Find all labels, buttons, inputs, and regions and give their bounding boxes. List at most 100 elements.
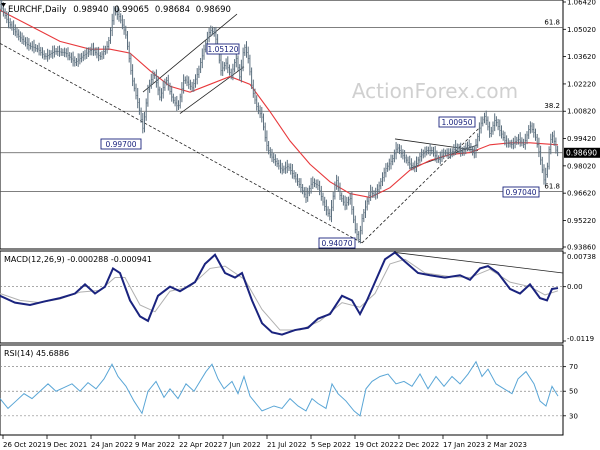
rsi-levels xyxy=(0,366,563,417)
price-bar xyxy=(261,106,263,123)
price-bar xyxy=(111,13,113,37)
price-bar xyxy=(419,152,421,164)
price-bar xyxy=(391,154,394,166)
price-bar xyxy=(521,137,523,147)
price-bar xyxy=(476,133,479,148)
price-bar xyxy=(376,184,379,199)
price-bar xyxy=(344,195,346,211)
price-bar xyxy=(529,121,532,134)
price-bar xyxy=(194,74,197,88)
price-bar xyxy=(301,184,304,195)
price-bar xyxy=(92,42,95,56)
price-bar xyxy=(99,52,102,60)
price-bar xyxy=(97,46,100,62)
last-price-tag: 0.98690 xyxy=(564,147,600,158)
price-bar xyxy=(157,76,159,96)
price-bar xyxy=(534,128,537,141)
price-bar xyxy=(84,49,86,60)
price-bar xyxy=(291,164,294,179)
price-watermark: ActionForex.com xyxy=(352,79,518,103)
price-bar xyxy=(34,44,37,52)
price-bar xyxy=(68,52,71,61)
price-bar xyxy=(369,184,372,201)
price-axis: 1.06420 1.05020 1.03620 1.02220 1.00820 0.994… xyxy=(563,0,600,252)
macd-lines xyxy=(0,251,564,336)
price-bar xyxy=(9,18,11,29)
price-bar xyxy=(159,86,161,101)
price-moving-average xyxy=(0,9,559,199)
price-bar xyxy=(380,178,382,190)
price-bar xyxy=(130,53,132,75)
price-bar xyxy=(230,68,232,80)
price-bar xyxy=(203,44,205,60)
price-bar xyxy=(298,178,300,188)
price-bar xyxy=(505,135,508,148)
x-axis-label: 19 Oct 2022 xyxy=(355,441,398,449)
price-bar xyxy=(334,181,336,200)
price-bar xyxy=(300,178,302,193)
price-bar xyxy=(543,164,545,185)
price-bar xyxy=(527,125,530,139)
price-bar xyxy=(492,121,494,135)
macd-title: MACD(12,26,9) -0.000288 -0.000941 xyxy=(4,255,152,264)
price-bar xyxy=(262,113,265,131)
price-bar xyxy=(551,131,554,144)
price-bar xyxy=(397,143,399,153)
svg-text:1.05120: 1.05120 xyxy=(207,45,238,54)
price-bar xyxy=(271,148,273,163)
price-bar xyxy=(432,146,435,157)
price-bar xyxy=(335,174,338,190)
price-bar xyxy=(82,51,85,62)
price-bar xyxy=(101,50,103,60)
price-bar xyxy=(50,50,52,58)
price-annotations: 1.05120 0.99700 0.94070 1.00950 0.97040 xyxy=(100,43,540,249)
price-bar xyxy=(422,149,425,159)
price-bar xyxy=(63,47,66,58)
price-title-marker-icon xyxy=(1,3,6,7)
price-bar xyxy=(14,24,17,37)
price-bars xyxy=(0,0,559,244)
price-bar xyxy=(24,37,27,47)
rsi-lines xyxy=(0,360,559,417)
price-bar xyxy=(174,96,176,107)
rsi-panel: RSI(14) 45.6886 xyxy=(0,344,564,436)
price-bar xyxy=(169,82,171,95)
price-bar xyxy=(507,138,510,148)
price-bar xyxy=(198,65,200,78)
price-bar xyxy=(138,98,141,115)
price-bar xyxy=(201,48,204,69)
price-bar xyxy=(85,47,88,59)
price-bar xyxy=(444,149,447,157)
price-bar xyxy=(80,52,83,63)
price-bar xyxy=(128,41,130,63)
price-bar xyxy=(305,186,307,204)
price-bar xyxy=(473,145,476,159)
price-bar xyxy=(109,27,112,44)
price-bar xyxy=(220,54,222,76)
price-bar xyxy=(89,46,91,56)
price-bar xyxy=(252,79,255,98)
price-bar xyxy=(145,98,147,121)
price-bar xyxy=(33,39,35,54)
price-bar xyxy=(322,192,324,206)
price-bar xyxy=(113,5,115,25)
price-bar xyxy=(526,131,528,145)
price-bar xyxy=(318,180,321,196)
price-bar xyxy=(36,44,39,53)
price-bar xyxy=(186,75,188,87)
price-bar xyxy=(162,80,164,99)
price-bar xyxy=(402,149,404,160)
price-axis-label: 0.93860 xyxy=(567,244,596,252)
price-bar xyxy=(480,116,482,134)
price-bar xyxy=(313,178,316,188)
x-axis-label: 7 Jun 2022 xyxy=(223,441,261,449)
price-bar xyxy=(140,107,142,123)
fib-level-label: 61.8 xyxy=(544,18,560,26)
price-bar xyxy=(499,119,501,137)
price-axis-label: 1.05020 xyxy=(567,26,596,34)
price-bar xyxy=(339,182,341,200)
macd-trendline xyxy=(394,252,564,274)
price-bar xyxy=(347,196,350,206)
price-bar xyxy=(208,27,210,43)
price-bar xyxy=(235,52,238,68)
